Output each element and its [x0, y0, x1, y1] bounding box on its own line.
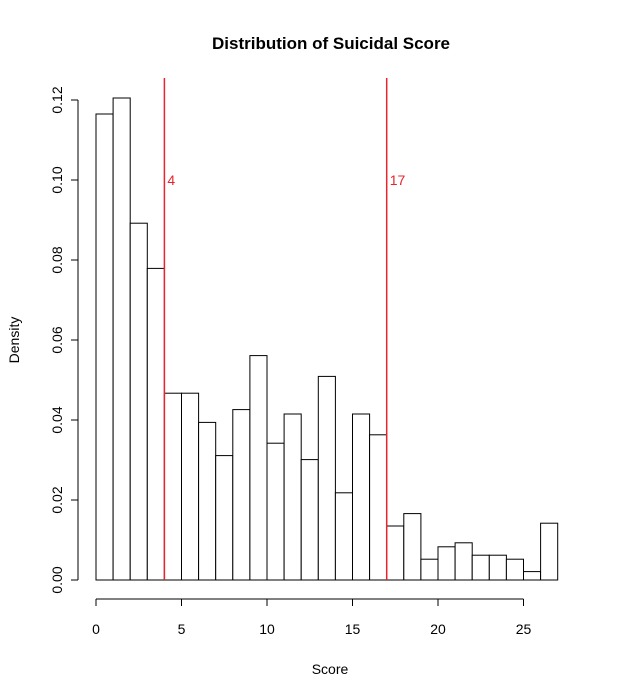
histogram-bar	[471, 554, 490, 581]
histogram-bar	[334, 492, 353, 581]
x-tick-label: 15	[345, 621, 361, 637]
histogram-bar	[249, 355, 268, 581]
x-axis: 0 5 10 15 20 25	[92, 598, 532, 637]
histogram-bar	[283, 413, 302, 581]
histogram-bar	[488, 554, 507, 581]
histogram-bar	[146, 267, 165, 581]
histogram-bar	[437, 546, 456, 581]
histogram-bar	[540, 522, 559, 581]
histogram-bar	[454, 542, 473, 581]
x-tick-label: 25	[516, 621, 532, 637]
y-axis-label: Density	[6, 317, 22, 364]
histogram-bar	[386, 525, 405, 581]
histogram-bar	[266, 442, 285, 581]
histogram-bar	[523, 571, 542, 581]
histogram-bar	[352, 413, 371, 581]
x-tick-label: 5	[178, 621, 186, 637]
histogram-bar	[403, 513, 422, 581]
x-tick-label: 20	[430, 621, 446, 637]
bars-group	[95, 97, 559, 581]
y-tick-label: 0.00	[49, 566, 65, 593]
y-axis: 0.00 0.02 0.04 0.06 0.08 0.10 0.12	[49, 86, 79, 594]
y-tick-label: 0.08	[49, 246, 65, 273]
y-tick-label: 0.04	[49, 406, 65, 433]
histogram-bar	[232, 409, 251, 581]
y-tick-label: 0.10	[49, 166, 65, 193]
reference-line-label: 17	[390, 172, 406, 188]
reference-line-label: 4	[167, 172, 175, 188]
histogram-bar	[317, 375, 336, 581]
y-tick-label: 0.06	[49, 326, 65, 353]
histogram-bar	[198, 421, 217, 581]
annotation-group: 4 17	[163, 78, 406, 580]
histogram-bar	[369, 434, 388, 581]
histogram-bar	[112, 97, 131, 581]
x-tick-label: 0	[92, 621, 100, 637]
chart-title: Distribution of Suicidal Score	[212, 34, 450, 53]
histogram-bar	[300, 459, 319, 581]
y-tick-label: 0.12	[49, 86, 65, 113]
histogram-bar	[420, 558, 439, 581]
histogram-bar	[181, 392, 200, 581]
histogram-bar	[163, 392, 182, 581]
histogram-bar	[215, 455, 234, 581]
histogram-bar	[129, 222, 148, 581]
histogram-bar	[505, 558, 524, 581]
x-axis-label: Score	[312, 661, 349, 677]
y-tick-label: 0.02	[49, 486, 65, 513]
histogram-bar	[95, 113, 114, 581]
x-tick-label: 10	[259, 621, 275, 637]
